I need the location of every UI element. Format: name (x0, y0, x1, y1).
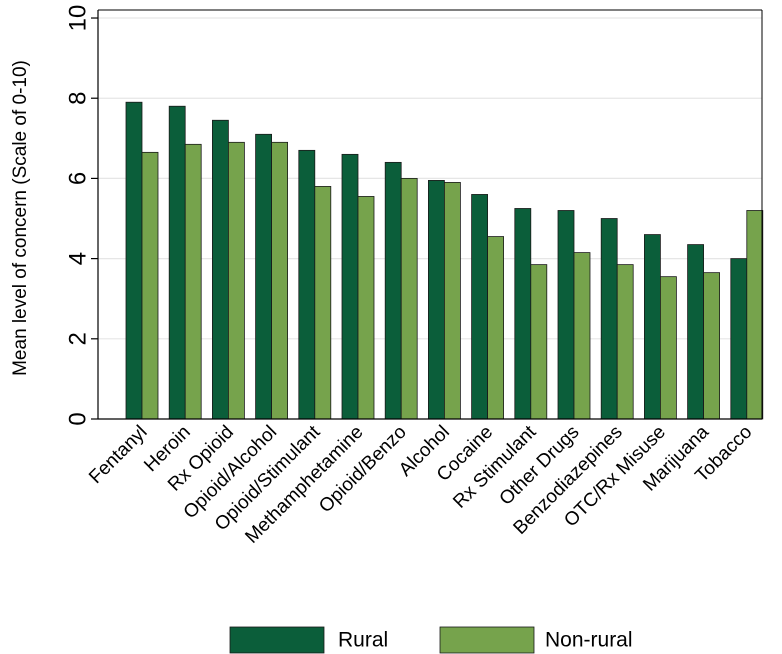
bar-rural (125, 101, 143, 420)
legend-label: Rural (338, 629, 388, 652)
bar-non-rural (616, 264, 634, 420)
y-tick-labels: 0 2 4 6 8 10 (65, 5, 98, 426)
bar-rural (600, 218, 618, 420)
bar-rural (730, 258, 748, 420)
y-tick-label: 10 (65, 5, 92, 32)
bar-non-rural (400, 178, 418, 420)
bar-rural (557, 210, 575, 420)
bar-rural (211, 119, 229, 420)
legend-swatch (229, 626, 325, 654)
y-tick-label: 4 (65, 252, 92, 265)
bar-non-rural (314, 186, 332, 420)
bar-rural (255, 133, 273, 420)
legend: Rural Non-rural (229, 626, 633, 654)
bar-non-rural (487, 236, 505, 420)
y-tick-label: 6 (65, 172, 92, 185)
bar-non-rural (660, 276, 677, 420)
y-tick-label: 8 (65, 92, 92, 105)
bar-non-rural (227, 141, 245, 420)
bar-rural (687, 244, 704, 420)
bar-non-rural (530, 264, 548, 420)
bar-non-rural (141, 151, 159, 420)
bar-non-rural (746, 210, 764, 420)
bar-non-rural (184, 143, 202, 420)
legend-label: Non-rural (545, 629, 633, 652)
bar-rural (471, 194, 489, 420)
bar-rural (384, 161, 402, 420)
bar-non-rural (443, 182, 461, 420)
bar-non-rural (271, 141, 289, 420)
bar-rural (427, 180, 445, 420)
bar-non-rural (573, 252, 591, 420)
bar-rural (298, 149, 316, 420)
bar-non-rural (703, 272, 720, 420)
y-tick-label: 0 (65, 412, 92, 425)
bar-rural (644, 234, 661, 420)
bar-rural (341, 153, 359, 420)
bar-rural (514, 208, 532, 420)
y-axis-title: Mean level of concern (Scale of 0-10) (10, 60, 31, 376)
legend-swatch (439, 626, 535, 654)
axes (97, 9, 763, 420)
bar-rural (168, 105, 186, 420)
bar-non-rural (357, 196, 375, 420)
y-tick-label: 2 (65, 332, 92, 345)
